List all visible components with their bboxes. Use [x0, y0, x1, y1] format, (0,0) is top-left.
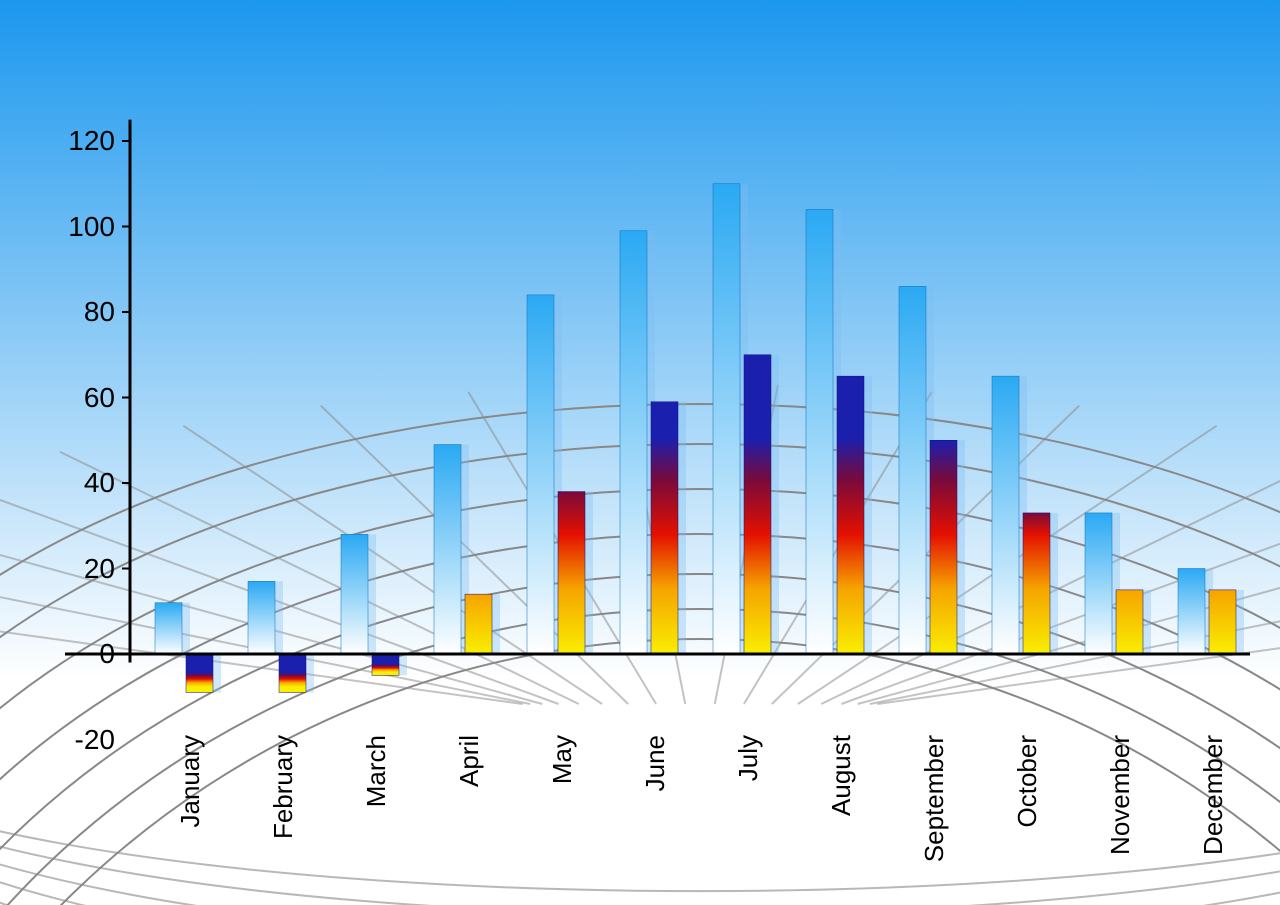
bar-series-1	[341, 534, 368, 654]
x-tick-label: August	[826, 735, 857, 816]
x-tick-label: March	[361, 735, 392, 807]
bar-series-2	[1116, 590, 1143, 654]
y-tick-label: 80	[45, 296, 115, 328]
bar-series-1	[248, 581, 275, 654]
x-tick-label: September	[919, 735, 950, 862]
bar-series-2	[744, 355, 771, 654]
bar-series-1	[527, 295, 554, 654]
bars-shadow-layer	[163, 184, 1244, 693]
bar-series-2	[186, 654, 213, 692]
y-tick-label: 120	[45, 125, 115, 157]
bars-layer	[155, 184, 1236, 693]
bar-series-2	[558, 492, 585, 654]
bar-series-1	[806, 209, 833, 654]
x-tick-label: May	[547, 735, 578, 784]
x-tick-label: December	[1198, 735, 1229, 855]
x-tick-label: November	[1105, 735, 1136, 855]
y-tick-label: 100	[45, 211, 115, 243]
bar-series-1	[992, 376, 1019, 654]
bar-series-2	[1023, 513, 1050, 654]
y-tick-label: 20	[45, 553, 115, 585]
y-tick-label: 0	[45, 638, 115, 670]
y-tick-label: -20	[45, 724, 115, 756]
x-tick-label: February	[268, 735, 299, 839]
bar-series-1	[620, 231, 647, 654]
bar-series-1	[1085, 513, 1112, 654]
x-tick-label: April	[454, 735, 485, 787]
bar-series-2	[651, 402, 678, 654]
bar-series-1	[1178, 569, 1205, 655]
x-tick-label: January	[175, 735, 206, 828]
y-tick-label: 60	[45, 382, 115, 414]
bar-series-1	[434, 445, 461, 654]
bar-series-1	[155, 603, 182, 654]
bar-series-1	[713, 184, 740, 654]
bar-series-2	[837, 376, 864, 654]
y-tick-label: 40	[45, 467, 115, 499]
bar-series-2	[1209, 590, 1236, 654]
bar-series-2	[279, 654, 306, 692]
x-tick-label: October	[1012, 735, 1043, 828]
bar-series-2	[930, 440, 957, 654]
bar-series-2	[465, 594, 492, 654]
bar-series-2	[372, 654, 399, 675]
x-tick-label: June	[640, 735, 671, 791]
bar-series-1	[899, 286, 926, 654]
x-tick-label: July	[733, 735, 764, 781]
chart-stage: -20 0 20 40 60 80 100 120 January February March A…	[0, 0, 1280, 905]
